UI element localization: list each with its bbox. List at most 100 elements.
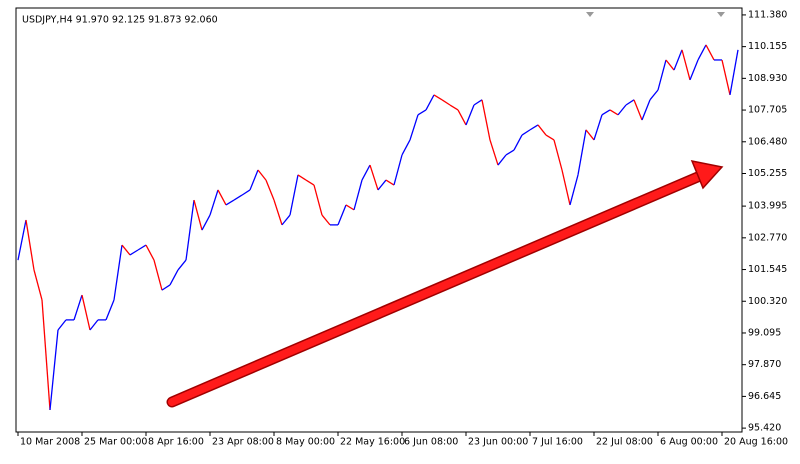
price-segment (409, 114, 419, 141)
price-segment (729, 49, 739, 96)
price-segment (145, 244, 155, 261)
price-segment (625, 99, 635, 106)
x-tick-label: 6 Aug 00:00 (660, 437, 718, 448)
price-segment (153, 259, 163, 291)
price-segment (417, 109, 427, 116)
price-segment (137, 244, 147, 251)
price-segment (121, 244, 131, 256)
y-tick-label: 103.995 (748, 201, 787, 212)
y-tick-label: 108.930 (748, 73, 787, 84)
price-segment (265, 179, 275, 201)
y-tick-label: 111.380 (748, 9, 787, 20)
price-segment (113, 244, 123, 301)
price-segment (673, 49, 683, 71)
price-segment (577, 129, 587, 176)
price-segment (721, 59, 731, 96)
y-tick-label: 96.645 (748, 391, 781, 402)
y-tick-label: 100.320 (748, 296, 787, 307)
arrow-shaft (168, 172, 704, 406)
price-segment (425, 94, 435, 111)
x-tick-label: 20 Aug 16:00 (724, 437, 788, 448)
x-tick-label: 10 Mar 2008 (20, 437, 80, 448)
x-tick-label: 23 Apr 08:00 (212, 437, 274, 448)
price-segment (569, 174, 579, 206)
price-segment (257, 169, 267, 181)
price-segment (177, 259, 187, 271)
y-tick-label: 106.480 (748, 136, 787, 147)
price-segment (249, 169, 259, 191)
price-segment (481, 99, 491, 141)
price-segment (41, 299, 51, 411)
price-segment (289, 174, 299, 216)
y-tick-label: 97.870 (748, 359, 781, 370)
price-segment (337, 204, 347, 226)
price-segment (217, 189, 227, 206)
series (17, 44, 739, 411)
y-tick-label: 95.420 (748, 423, 781, 434)
price-segment (233, 194, 243, 201)
price-segment (305, 179, 315, 186)
price-segment (49, 329, 59, 411)
price-segment (73, 294, 83, 321)
marker (717, 12, 725, 17)
chart-title: USDJPY,H4 91.970 92.125 91.873 92.060 (22, 15, 218, 26)
price-segment (81, 294, 91, 331)
price-segment (193, 199, 203, 231)
price-segment (705, 44, 715, 61)
price-segment (641, 99, 651, 121)
price-segment (105, 299, 115, 321)
price-segment (201, 214, 211, 231)
price-segment (665, 59, 675, 71)
price-segment (297, 174, 307, 181)
price-segment (385, 179, 395, 186)
plot-frame (15, 7, 743, 433)
price-segment (545, 134, 555, 141)
price-segment (241, 189, 251, 196)
price-segment (601, 109, 611, 116)
price-segment (561, 169, 571, 206)
price-segment (537, 124, 547, 136)
price-segment (657, 59, 667, 91)
price-segment (553, 139, 563, 171)
price-segment (457, 109, 467, 126)
price-segment (473, 99, 483, 106)
y-tick-label: 107.705 (748, 105, 787, 116)
price-segment (361, 164, 371, 181)
y-tick-label: 110.155 (748, 41, 787, 52)
price-segment (17, 219, 27, 261)
price-segment (161, 284, 171, 291)
y-tick-label: 102.770 (748, 232, 787, 243)
price-segment (129, 249, 139, 256)
marker (586, 12, 594, 17)
price-segment (465, 104, 475, 126)
x-tick-label: 23 Jun 00:00 (468, 437, 528, 448)
x-tick-label: 25 Mar 00:00 (84, 437, 147, 448)
price-segment (25, 219, 35, 271)
price-segment (521, 129, 531, 136)
price-segment (497, 154, 507, 166)
price-segment (617, 104, 627, 116)
price-segment (353, 179, 363, 211)
price-segment (89, 319, 99, 331)
price-segment (585, 129, 595, 141)
price-segment (697, 44, 707, 61)
price-segment (681, 49, 691, 81)
y-tick-label: 99.095 (748, 327, 781, 338)
price-segment (369, 164, 379, 191)
price-segment (689, 59, 699, 81)
price-segment (401, 139, 411, 156)
price-segment (633, 99, 643, 121)
price-segment (649, 89, 659, 101)
price-segment (609, 109, 619, 116)
price-segment (489, 139, 499, 166)
y-tick-label: 101.545 (748, 264, 787, 275)
x-tick-label: 22 May 16:00 (340, 437, 405, 448)
price-segment (209, 189, 219, 216)
price-segment (169, 269, 179, 286)
arrow-head (690, 159, 724, 190)
x-tick-label: 7 Jul 16:00 (532, 437, 583, 448)
price-segment (529, 124, 539, 131)
price-segment (33, 269, 43, 301)
x-tick-label: 8 May 00:00 (276, 437, 335, 448)
